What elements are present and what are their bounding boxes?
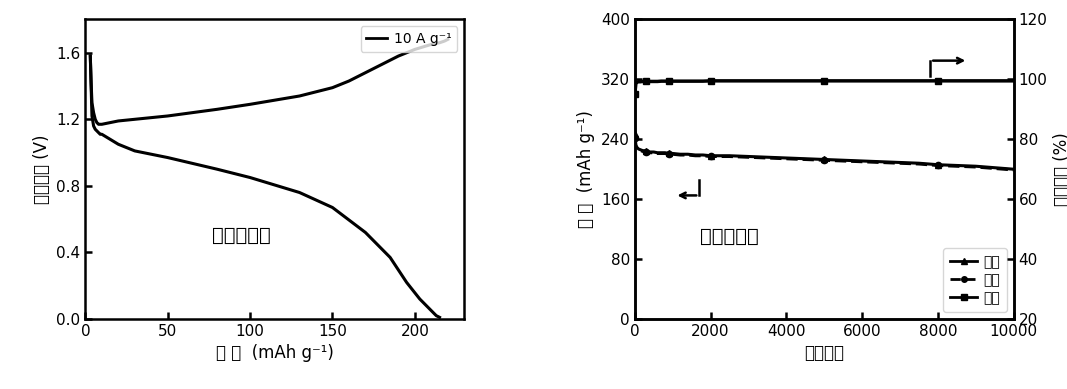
Y-axis label: 电池电压 (V): 电池电压 (V) — [33, 135, 51, 204]
X-axis label: 容 量  (mAh g⁻¹): 容 量 (mAh g⁻¹) — [216, 344, 334, 363]
Y-axis label: 库仑效率 (%): 库仑效率 (%) — [1053, 132, 1067, 206]
Legend: 10 A g⁻¹: 10 A g⁻¹ — [361, 26, 458, 51]
Text: 循环寿命图: 循环寿命图 — [700, 227, 759, 246]
X-axis label: 循环圈数: 循环圈数 — [805, 344, 844, 363]
Y-axis label: 容 量  (mAh g⁻¹): 容 量 (mAh g⁻¹) — [577, 110, 595, 228]
Legend: 充电, 放电, 效率: 充电, 放电, 效率 — [943, 248, 1006, 312]
Text: 充放电曲线: 充放电曲线 — [212, 226, 271, 245]
